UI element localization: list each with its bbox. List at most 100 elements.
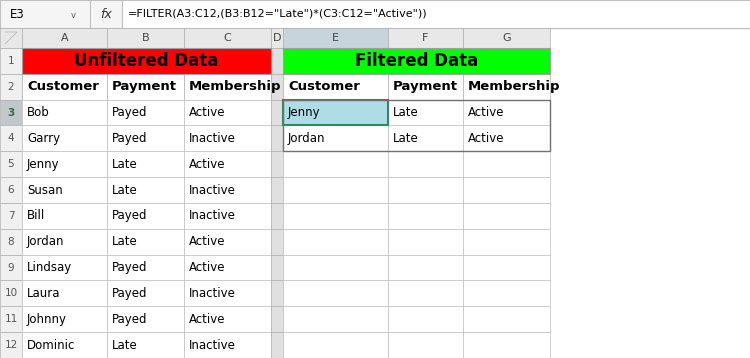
Bar xyxy=(184,332,271,358)
Bar xyxy=(22,229,107,255)
Bar xyxy=(283,74,388,100)
Bar xyxy=(107,28,184,48)
Bar xyxy=(184,28,271,48)
Bar xyxy=(107,229,184,255)
Text: Payed: Payed xyxy=(112,261,148,274)
Bar xyxy=(122,0,750,28)
Bar xyxy=(283,48,550,74)
Bar xyxy=(283,229,388,255)
Text: Customer: Customer xyxy=(288,80,360,93)
Bar xyxy=(388,229,463,255)
Bar xyxy=(388,28,463,48)
Text: Membership: Membership xyxy=(468,80,560,93)
Text: Late: Late xyxy=(112,235,138,248)
Text: Active: Active xyxy=(189,158,226,171)
Bar xyxy=(22,280,107,306)
Bar xyxy=(0,255,22,280)
Text: 11: 11 xyxy=(4,314,18,324)
Bar xyxy=(22,177,107,203)
Bar xyxy=(283,306,388,332)
Text: Active: Active xyxy=(189,235,226,248)
Bar xyxy=(283,255,388,280)
Bar xyxy=(388,74,463,100)
Bar xyxy=(388,203,463,229)
Bar xyxy=(107,255,184,280)
Bar xyxy=(271,177,283,203)
Text: Active: Active xyxy=(189,106,226,119)
Bar xyxy=(388,151,463,177)
Bar xyxy=(283,28,388,48)
Bar xyxy=(463,74,550,100)
Text: Garry: Garry xyxy=(27,132,60,145)
Text: 8: 8 xyxy=(8,237,14,247)
Bar xyxy=(0,306,22,332)
Text: Late: Late xyxy=(393,106,418,119)
Bar xyxy=(184,74,271,100)
Bar xyxy=(22,332,107,358)
Bar xyxy=(388,332,463,358)
Bar xyxy=(283,100,388,126)
Text: Dominic: Dominic xyxy=(27,339,75,352)
Text: 5: 5 xyxy=(8,159,14,169)
Text: Payed: Payed xyxy=(112,287,148,300)
Bar xyxy=(271,203,283,229)
Text: Payed: Payed xyxy=(112,106,148,119)
Text: Inactive: Inactive xyxy=(189,209,236,222)
Bar xyxy=(463,306,550,332)
Bar xyxy=(0,151,22,177)
Text: F: F xyxy=(422,33,429,43)
Bar xyxy=(463,177,550,203)
Bar xyxy=(107,100,184,126)
Text: 10: 10 xyxy=(4,289,17,298)
Bar xyxy=(283,280,388,306)
Text: Late: Late xyxy=(112,184,138,197)
Bar xyxy=(463,255,550,280)
Bar xyxy=(0,28,22,48)
Bar xyxy=(271,28,283,48)
Bar xyxy=(271,255,283,280)
Text: C: C xyxy=(224,33,231,43)
Bar xyxy=(107,203,184,229)
Bar xyxy=(463,151,550,177)
Bar xyxy=(283,126,388,151)
Bar xyxy=(283,100,550,151)
Bar xyxy=(22,151,107,177)
Bar xyxy=(388,280,463,306)
Bar xyxy=(388,100,463,126)
Bar xyxy=(271,48,283,74)
Bar xyxy=(0,0,750,28)
Bar xyxy=(283,151,388,177)
Bar xyxy=(271,74,283,100)
Text: Payed: Payed xyxy=(112,313,148,326)
Bar xyxy=(463,100,550,126)
Text: Filtered Data: Filtered Data xyxy=(355,52,478,70)
Text: Bill: Bill xyxy=(27,209,45,222)
Bar xyxy=(463,280,550,306)
Bar xyxy=(22,203,107,229)
Text: Active: Active xyxy=(468,132,505,145)
Text: Inactive: Inactive xyxy=(189,287,236,300)
Bar xyxy=(22,74,107,100)
Bar xyxy=(184,126,271,151)
Bar xyxy=(388,255,463,280)
Bar xyxy=(271,229,283,255)
Text: 6: 6 xyxy=(8,185,14,195)
Bar xyxy=(184,100,271,126)
Bar xyxy=(22,255,107,280)
Text: Payed: Payed xyxy=(112,209,148,222)
Text: 3: 3 xyxy=(8,107,15,117)
Text: Active: Active xyxy=(189,313,226,326)
Bar xyxy=(388,126,463,151)
Bar xyxy=(107,177,184,203)
Text: Customer: Customer xyxy=(27,80,99,93)
Bar xyxy=(0,48,22,74)
Bar xyxy=(271,126,283,151)
Text: Inactive: Inactive xyxy=(189,132,236,145)
Bar xyxy=(22,48,271,74)
Text: B: B xyxy=(142,33,149,43)
Text: Late: Late xyxy=(393,132,418,145)
Text: Payment: Payment xyxy=(393,80,458,93)
Bar xyxy=(184,229,271,255)
Text: Active: Active xyxy=(189,261,226,274)
Text: fx: fx xyxy=(100,8,112,20)
